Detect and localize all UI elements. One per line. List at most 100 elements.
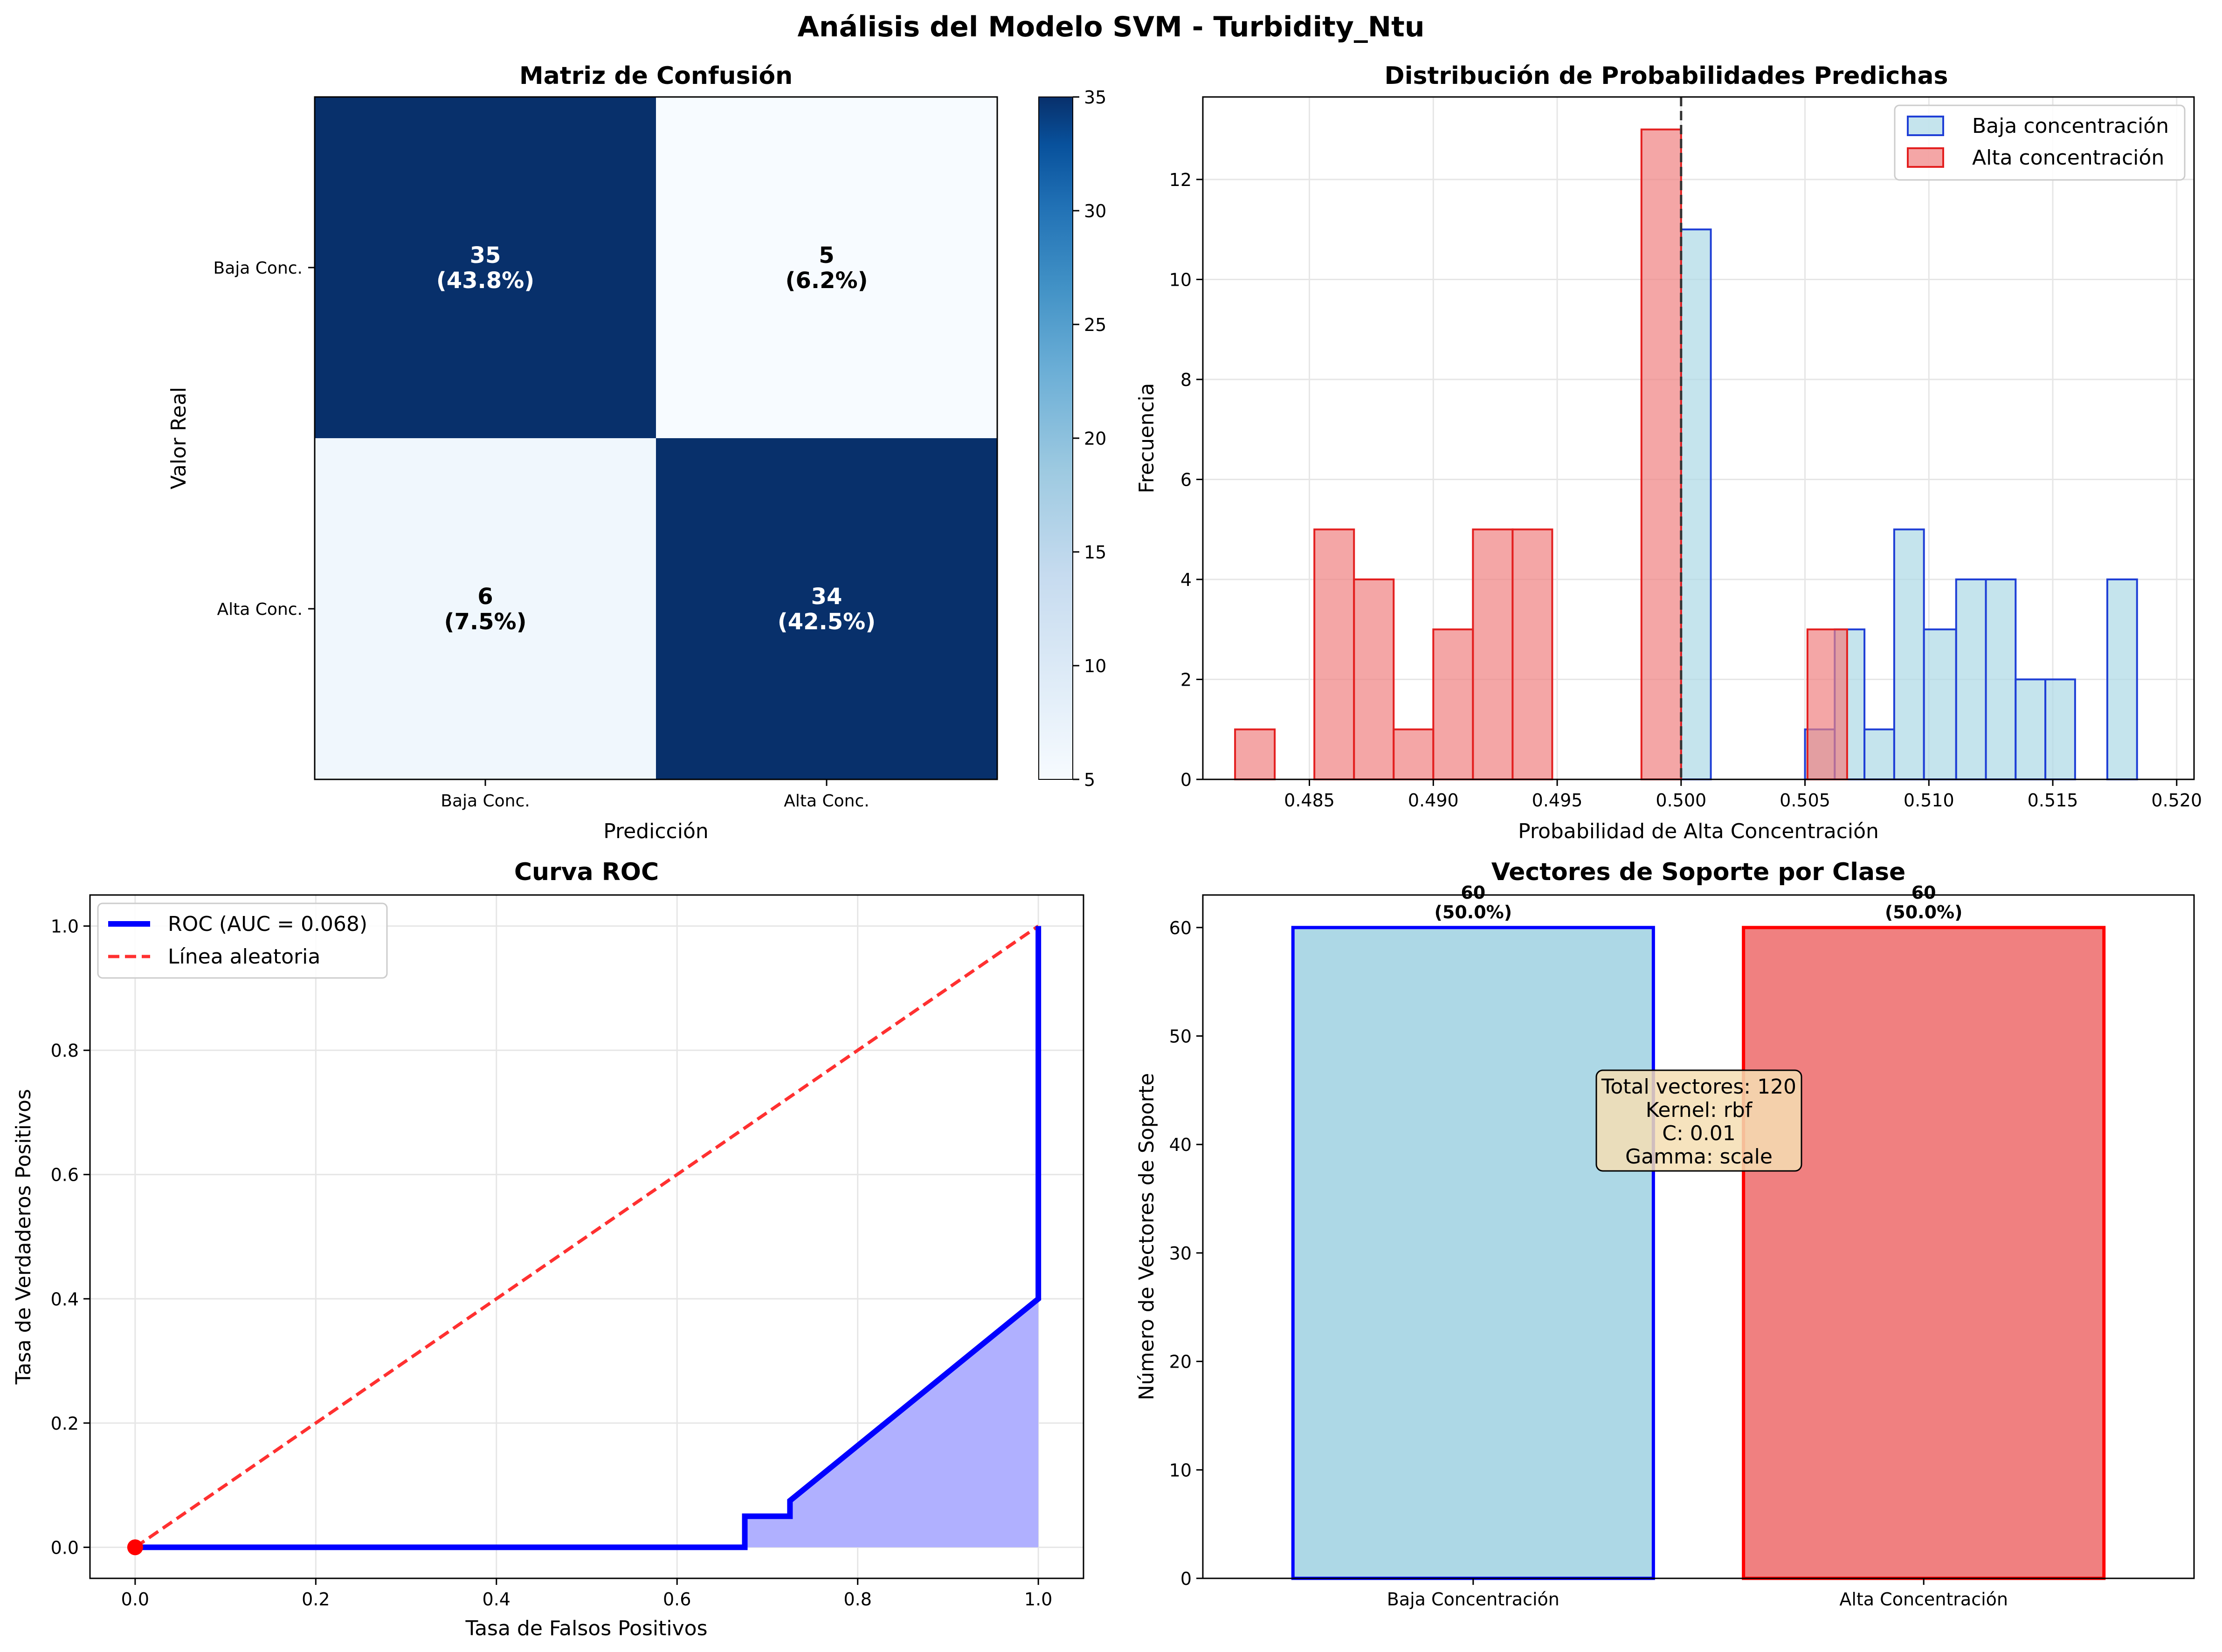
confusion-cell [315,97,656,438]
confusion-cell-percent: (7.5%) [444,609,527,635]
hist-bar-alta [1353,578,1395,780]
roc-ytick-label: 0.4 [51,1289,79,1309]
roc-legend-label-random: Línea aleatoria [168,945,320,969]
roc-origin-marker [127,1539,143,1556]
roc-ylabel: Tasa de Verdaderos Positivos [12,1089,35,1385]
roc-xtick-label: 0.2 [302,1589,330,1610]
colorbar-tick-label: 5 [1084,770,1095,790]
support-frame [1202,894,2195,1579]
confusion-cell-percent: (42.5%) [778,609,876,635]
confusion-title: Matriz de Confusión [519,62,793,90]
roc-ytick-label: 0.6 [51,1165,79,1185]
hist-xtick-label: 0.505 [1780,790,1830,811]
hist-bar-baja [1680,228,1712,781]
hist-ytick-label: 8 [1180,370,1192,390]
hist-bar-alta [1511,528,1553,780]
confusion-panel: Matriz de Confusión 35(43.8%)5(6.2%)6(7.… [167,62,1106,843]
hist-xtick-label: 0.510 [1904,790,1954,811]
hist-xtick-label: 0.500 [1656,790,1706,811]
random-line [134,924,1040,1549]
confusion-frame [314,96,998,780]
confusion-xlabel: Predicción [603,819,709,843]
support-ytick-label: 50 [1169,1026,1192,1047]
hist-ytick-label: 12 [1169,170,1192,190]
hist-title: Distribución de Probabilidades Predichas [1385,62,1948,90]
roc-legend-label-roc: ROC (AUC = 0.068) [168,912,367,936]
colorbar-tick-label: 15 [1084,542,1106,563]
roc-xlabel: Tasa de Falsos Positivos [465,1617,707,1640]
hist-bar-alta [1472,528,1514,780]
support-info-line: Gamma: scale [1625,1145,1773,1169]
roc-title: Curva ROC [514,858,659,886]
support-panel: Vectores de Soporte por Clase 0 10 20 30 40 5… [1135,858,2195,1610]
confusion-cell [315,438,656,779]
support-bar-alta [1742,926,2106,1580]
colorbar-tick-label: 35 [1084,87,1106,108]
roc-legend-box [97,902,388,979]
confusion-cell [656,438,997,779]
hist-bar-baja [1955,578,1987,780]
support-ytick-label: 30 [1169,1243,1192,1264]
roc-ytick-label: 1.0 [51,916,79,937]
hist-bar-baja [1893,528,1925,780]
hist-xtick-label: 0.495 [1532,790,1583,811]
roc-xtick-label: 0.6 [663,1589,691,1610]
roc-legend: ROC (AUC = 0.068) Línea aleatoria [97,902,388,979]
support-info-line: C: 0.01 [1662,1122,1736,1145]
hist-bar-baja [2044,678,2076,780]
hist-bar-alta [1806,628,1848,780]
hist-bar-alta [1313,528,1355,780]
support-xtick-label: Alta Concentración [1839,1589,2008,1610]
support-info-box: Total vectores: 120 Kernel: rbf C: 0.01 … [1595,1069,1802,1172]
support-info-line: Kernel: rbf [1646,1098,1753,1122]
roc-xtick-label: 1.0 [1024,1589,1052,1610]
hist-bar-alta [1393,728,1435,780]
roc-xtick-label: 0.8 [843,1589,871,1610]
hist-legend-box [1894,104,2186,181]
support-ytick-label: 20 [1169,1352,1192,1372]
confusion-cell-percent: (43.8%) [436,268,534,294]
hist-xtick-label: 0.515 [2028,790,2078,811]
roc-xtick-label: 0.0 [121,1589,149,1610]
support-value-label: 60 [1911,882,1936,903]
hist-legend-swatch-baja [1907,116,1944,136]
confusion-cell-count: 34 [811,584,842,610]
support-xtick-label: Baja Concentración [1387,1589,1560,1610]
hist-bar-baja [2015,678,2047,780]
colorbar-tick-label: 20 [1084,428,1106,449]
hist-legend: Baja concentración Alta concentración [1894,104,2186,181]
hist-bar-alta [1234,728,1276,780]
support-ytick-label: 60 [1169,918,1192,938]
confusion-ylabel: Valor Real [167,387,191,489]
hist-xlabel: Probabilidad de Alta Concentración [1518,819,1879,843]
roc-curve [135,926,1042,1550]
support-bar-baja [1291,926,1655,1580]
hist-bar-baja [2106,578,2138,780]
confusion-cell-count: 6 [477,584,493,610]
roc-xtick-label: 0.4 [483,1589,511,1610]
support-value-percent: (50.0%) [1435,902,1512,922]
hist-xtick-label: 0.520 [2151,790,2202,811]
hist-legend-label-alta: Alta concentración [1972,146,2164,170]
support-value-percent: (50.0%) [1885,902,1963,922]
confusion-ytick-label: Baja Conc. [214,259,303,278]
hist-xtick-label: 0.485 [1284,790,1335,811]
colorbar-tick-label: 30 [1084,201,1106,221]
figure-title: Análisis del Modelo SVM - Turbidity_Ntu [797,11,1424,43]
colorbar-tick-label: 25 [1084,315,1106,335]
confusion-xtick-label: Alta Conc. [784,792,869,811]
confusion-xtick-label: Baja Conc. [441,792,530,811]
confusion-cell-count: 5 [819,242,834,268]
support-ytick-label: 10 [1169,1460,1192,1480]
hist-legend-label-baja: Baja concentración [1972,114,2169,138]
support-ytick-label: 0 [1180,1569,1192,1589]
hist-frame [1202,96,2195,780]
support-info-line: Total vectores: 120 [1601,1075,1796,1099]
support-value-label: 60 [1461,882,1485,903]
roc-frame [89,894,1084,1579]
hist-ytick-label: 10 [1169,269,1192,290]
support-ylabel: Número de Vectores de Soporte [1135,1073,1159,1400]
confusion-cell-count: 35 [470,242,501,268]
support-ytick-label: 40 [1169,1135,1192,1155]
